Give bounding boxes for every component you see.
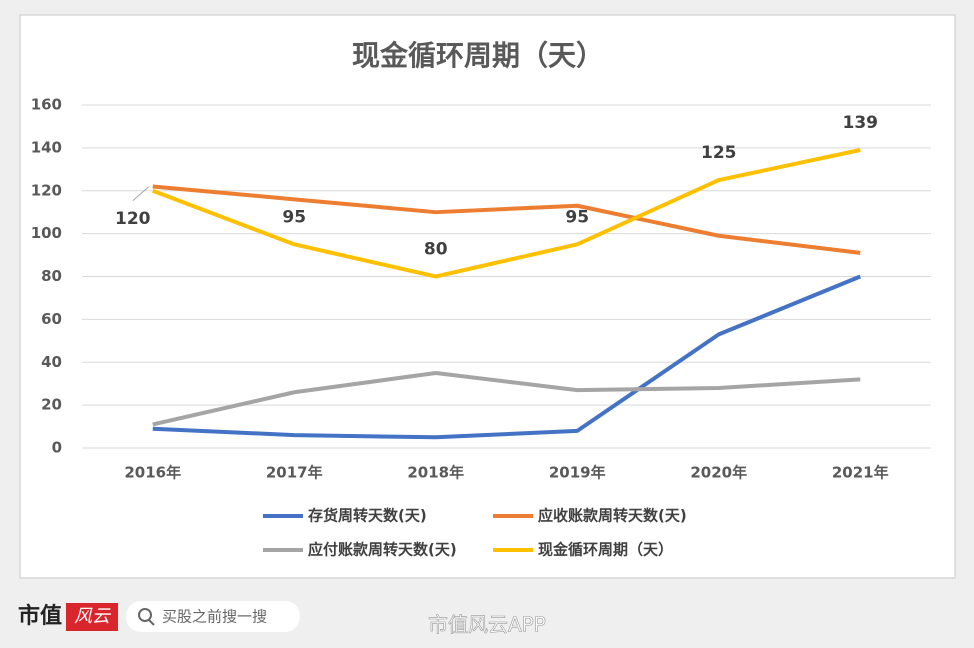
data-label: 95	[565, 207, 589, 227]
plot: 0 20 40 60 80 100 120 140 160 2016年 2017年 2018年 2019…	[31, 96, 931, 559]
series-line	[152, 370, 861, 427]
data-label: 139	[843, 113, 879, 133]
data-label: 80	[424, 240, 448, 260]
x-tick-label: 2020年	[690, 464, 747, 482]
y-tick-label: 140	[31, 138, 62, 156]
series-line	[152, 184, 861, 255]
y-tick-label: 40	[41, 353, 62, 371]
legend-label: 应收账款周转天数(天)	[538, 507, 687, 525]
y-tick-label: 20	[41, 396, 62, 414]
search-icon	[138, 608, 152, 622]
logo-box	[66, 603, 118, 631]
legend-label: 存货周转天数(天)	[308, 507, 427, 525]
leader-line	[132, 186, 150, 202]
data-label: 120	[115, 209, 151, 229]
y-tick-label: 80	[41, 267, 62, 285]
x-tick-label: 2017年	[266, 464, 323, 482]
brand: 市值	[18, 603, 62, 629]
y-tick-label: 0	[52, 439, 62, 457]
search-box[interactable]	[126, 601, 300, 632]
y-tick-label: 60	[41, 310, 62, 328]
series-line	[152, 274, 862, 440]
y-tick-label: 160	[31, 96, 62, 114]
data-label: 125	[701, 143, 737, 163]
x-tick-label: 2018年	[407, 464, 464, 482]
data-label: 95	[282, 207, 306, 227]
y-tick-label: 120	[31, 181, 62, 199]
legend-label: 应付账款周转天数(天)	[308, 541, 457, 559]
x-tick-label: 2021年	[832, 464, 889, 482]
search-icon-handle	[148, 619, 155, 626]
logo: 风云	[74, 606, 112, 627]
chart-title: 现金循环周期（天）	[352, 39, 604, 72]
app-watermark: 市值风云APP	[428, 613, 546, 637]
chart-panel	[19, 14, 956, 579]
search-text[interactable]: 买股之前搜一搜	[162, 608, 267, 626]
series-line	[152, 148, 861, 279]
legend-label: 现金循环周期（天）	[538, 541, 673, 559]
x-tick-label: 2016年	[124, 464, 181, 482]
x-tick-label: 2019年	[549, 464, 606, 482]
y-tick-label: 100	[31, 224, 62, 242]
